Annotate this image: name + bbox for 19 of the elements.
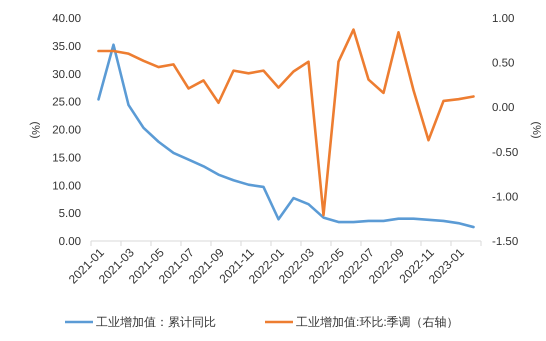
y2-tick-label: 0.50 <box>492 58 514 70</box>
y2-tick-label: -1.50 <box>492 236 518 248</box>
y-tick-label: 15.00 <box>52 152 81 164</box>
y-tick-label: 5.00 <box>58 208 81 220</box>
y2-tick-label: 0.00 <box>492 102 514 114</box>
y-tick-label: 0.00 <box>58 236 81 248</box>
y2-tick-label: -0.50 <box>492 146 518 159</box>
legend-label: 工业增加值:环比:季调（右轴） <box>296 315 459 329</box>
y-axis-title: (%) <box>29 121 41 139</box>
y2-axis-title: (%) <box>530 121 542 139</box>
y-tick-label: 20.00 <box>52 124 81 136</box>
y-tick-label: 35.00 <box>52 40 81 53</box>
y2-tick-label: -1.00 <box>492 191 518 204</box>
y-tick-label: 25.00 <box>52 96 81 109</box>
y-tick-label: 10.00 <box>52 180 81 192</box>
y2-tick-label: 1.00 <box>492 13 514 25</box>
y-tick-label: 30.00 <box>52 68 81 81</box>
legend-label: 工业增加值：累计同比 <box>96 315 216 329</box>
y-tick-label: 40.00 <box>52 13 81 25</box>
